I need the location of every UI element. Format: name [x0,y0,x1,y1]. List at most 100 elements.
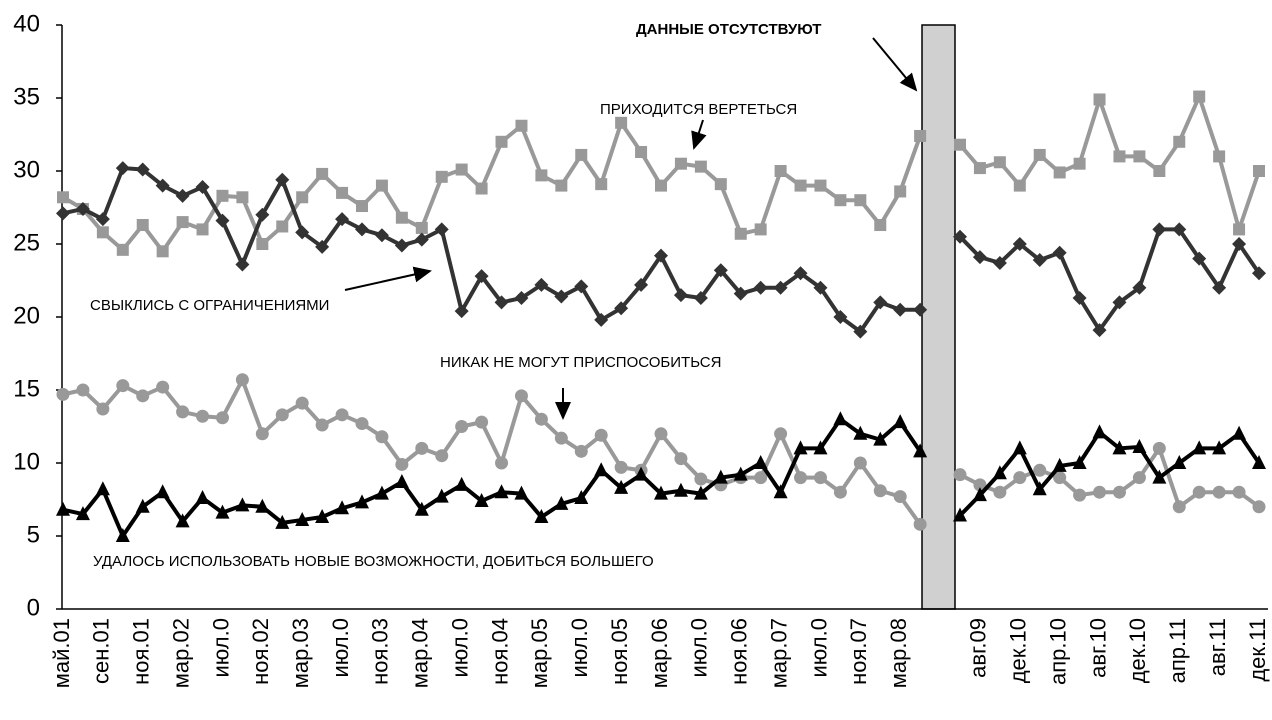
x-tick-label: ноя.03 [368,618,393,685]
marker [1073,157,1086,170]
marker [535,169,548,182]
marker [394,473,409,488]
marker [235,373,249,387]
marker [494,295,509,310]
y-tick-label: 25 [13,229,40,256]
marker [215,411,229,425]
x-tick-label: июл.0 [208,618,233,678]
marker [574,444,588,458]
marker [136,389,150,403]
series-label: СВЫКЛИСЬ С ОГРАНИЧЕНИЯМИ [90,297,329,314]
marker [196,223,209,236]
marker [57,191,69,204]
marker [475,415,489,429]
marker [315,509,330,524]
marker [833,485,847,499]
marker [514,291,529,306]
marker [514,389,528,403]
marker [714,178,727,191]
y-tick-label: 15 [13,375,40,402]
x-tick-label: ноя.04 [487,618,512,685]
marker [1092,424,1107,439]
marker [733,466,748,481]
marker [894,185,907,198]
marker [1192,485,1206,499]
marker [414,501,429,516]
marker [115,528,130,542]
arrow [344,266,432,291]
marker [893,414,908,429]
marker [176,216,189,229]
marker [56,206,70,221]
marker [713,263,728,278]
marker [315,239,330,254]
marker [474,269,489,284]
marker [1192,440,1207,455]
marker [774,165,787,177]
marker [95,212,110,227]
marker [1152,441,1166,455]
marker [693,485,708,500]
marker [833,411,848,426]
marker [335,408,349,422]
marker [973,478,987,492]
marker [654,248,668,263]
marker [1093,485,1107,499]
marker [475,182,488,195]
marker [654,485,668,500]
marker [575,148,588,161]
marker [56,387,70,401]
marker [1133,150,1146,163]
x-tick-label: июл.0 [806,618,831,678]
marker [335,500,350,515]
x-tick-label: авг.10 [1085,618,1110,678]
marker [1232,425,1247,440]
marker [236,191,249,204]
marker [1092,323,1107,338]
marker [515,119,528,132]
x-tick-label: ноя.07 [846,618,871,685]
marker [793,266,808,281]
arrow [872,37,918,92]
marker [614,301,629,316]
marker [1033,463,1047,477]
marker [454,476,469,491]
y-tick-label: 0 [27,594,40,621]
marker [1253,165,1265,177]
marker [455,163,468,176]
marker [96,402,110,416]
marker [1012,237,1027,251]
marker [634,277,649,292]
marker [693,291,708,306]
marker [754,223,767,236]
marker [196,409,210,423]
marker [773,484,788,499]
marker [155,178,170,193]
marker [635,146,648,159]
marker [594,428,608,442]
marker [1173,135,1186,148]
marker [914,129,927,142]
series-label: ПРИХОДИТСЯ ВЕРТЕТЬСЯ [600,101,797,118]
marker [216,189,229,202]
x-tick-label: июл.0 [447,618,472,678]
marker [1212,440,1227,455]
marker [713,469,728,484]
marker [773,280,788,295]
marker [574,490,589,505]
x-tick-label: июл.0 [687,618,712,678]
marker [176,405,190,419]
marker [195,490,210,505]
y-tick-label: 20 [13,302,40,329]
marker [276,220,289,233]
marker [336,186,349,199]
marker [534,277,549,292]
marker [674,452,688,466]
marker [833,310,848,324]
marker [1072,291,1087,306]
x-tick-label: апр.11 [1165,618,1190,683]
marker [295,396,309,410]
marker [1032,481,1047,496]
marker [116,379,130,393]
